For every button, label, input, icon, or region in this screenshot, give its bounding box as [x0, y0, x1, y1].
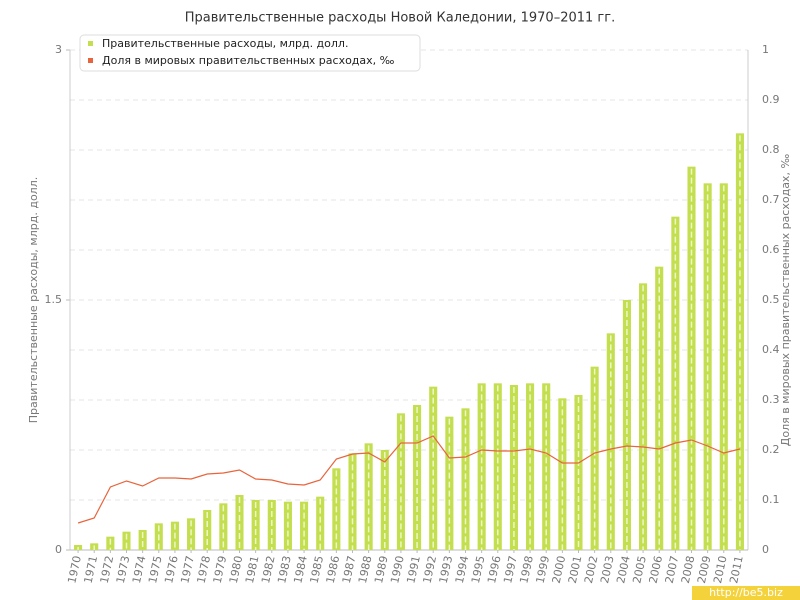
bar — [413, 405, 422, 550]
y2-tick-label: 0.4 — [762, 343, 780, 356]
y2-tick-label: 0.5 — [762, 293, 780, 306]
y-tick-label: 3 — [55, 43, 62, 56]
x-tick-label: 2011 — [727, 555, 746, 585]
line — [77, 435, 741, 524]
bar — [122, 531, 131, 550]
x-tick-label: 2003 — [598, 555, 617, 585]
y2-tick-label: 0.8 — [762, 143, 780, 156]
chart-title: Правительственные расходы Новой Каледони… — [185, 11, 615, 26]
legend-swatch — [88, 58, 93, 63]
x-tick-label: 2008 — [679, 555, 698, 585]
x-tick-label: 1979 — [211, 555, 230, 585]
x-tick-label: 1974 — [130, 555, 149, 585]
x-tick-label: 1973 — [114, 555, 133, 585]
x-tick-label: 2009 — [695, 555, 714, 585]
y2-tick-label: 1 — [762, 43, 769, 56]
x-tick-label: 1983 — [275, 555, 294, 585]
watermark: http://be5.biz — [709, 586, 783, 599]
bar — [364, 443, 373, 550]
x-tick-label: 1984 — [291, 555, 310, 585]
y2-tick-label: 0 — [762, 543, 769, 556]
x-tick-label: 2006 — [647, 555, 666, 585]
x-tick-label: 1999 — [534, 555, 553, 585]
bar — [235, 495, 244, 550]
watermark-bg — [692, 586, 800, 600]
y-tick-label: 1.5 — [45, 293, 63, 306]
legend-label: Правительственные расходы, млрд. долл. — [102, 37, 348, 50]
x-tick-label: 2000 — [550, 555, 569, 585]
x-tick-label: 2005 — [630, 555, 649, 585]
x-tick-label: 1989 — [372, 555, 391, 585]
bar — [138, 530, 147, 550]
legend-box — [79, 34, 421, 72]
bar — [316, 496, 325, 550]
x-tick-label: 2002 — [582, 555, 601, 585]
x-tick-label: 1988 — [356, 555, 375, 585]
bar — [606, 333, 615, 550]
x-tick-label: 1970 — [65, 555, 84, 585]
y-axis-label: Правительственные расходы, млрд. долл. — [27, 177, 40, 423]
y-tick-label: 0 — [55, 543, 62, 556]
x-tick-label: 1982 — [259, 555, 278, 585]
y2-tick-label: 0.2 — [762, 443, 780, 456]
y2-tick-label: 0.1 — [762, 493, 780, 506]
x-tick-label: 1991 — [404, 555, 423, 585]
x-tick-label: 2007 — [663, 555, 682, 585]
x-tick-label: 1997 — [501, 555, 520, 585]
x-tick-label: 1971 — [82, 555, 101, 585]
x-tick-label: 2004 — [614, 555, 633, 585]
x-tick-label: 1987 — [340, 555, 359, 585]
x-tick-label: 2010 — [711, 555, 730, 585]
y2-tick-label: 0.7 — [762, 193, 780, 206]
x-tick-label: 1977 — [178, 555, 197, 585]
bar — [735, 133, 744, 551]
x-tick-label: 1980 — [227, 555, 246, 585]
x-tick-label: 1998 — [517, 555, 536, 585]
x-tick-label: 1972 — [98, 555, 117, 585]
x-tick-label: 1995 — [469, 555, 488, 585]
bar — [509, 385, 518, 550]
x-tick-label: 1996 — [485, 555, 504, 585]
x-tick-label: 2001 — [566, 555, 585, 585]
y2-axis-label: Доля в мировых правительственных расхода… — [779, 154, 792, 447]
bar — [590, 366, 599, 550]
y2-tick-label: 0.6 — [762, 243, 780, 256]
legend-swatch — [88, 41, 93, 46]
y2-tick-label: 0.9 — [762, 93, 780, 106]
x-tick-label: 1981 — [243, 555, 262, 585]
x-tick-label: 1976 — [162, 555, 181, 585]
x-tick-label: 1985 — [308, 555, 327, 585]
x-tick-label: 1978 — [195, 555, 214, 585]
x-tick-label: 1994 — [453, 555, 472, 585]
x-tick-label: 1993 — [437, 555, 456, 585]
x-tick-label: 1986 — [324, 555, 343, 585]
bar — [429, 386, 438, 550]
y2-tick-label: 0.3 — [762, 393, 780, 406]
x-tick-label: 1975 — [146, 555, 165, 585]
x-tick-label: 1990 — [388, 555, 407, 585]
legend-label: Доля в мировых правительственных расхода… — [102, 54, 395, 67]
x-tick-label: 1992 — [421, 555, 440, 585]
legend: Правительственные расходы, млрд. долл. До… — [79, 34, 421, 72]
